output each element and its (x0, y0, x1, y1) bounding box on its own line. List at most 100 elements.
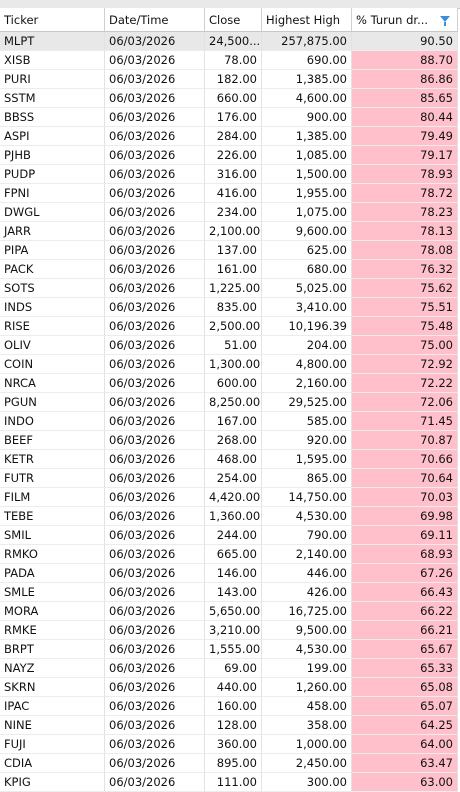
table-row[interactable]: PUDP 06/03/2026 316.00 1,500.00 78.93 (0, 165, 458, 184)
table-cell: 895.00 (205, 754, 262, 773)
header-row: Ticker Date/Time Close Highest High % Turun … (0, 8, 458, 32)
table-row[interactable]: PADA 06/03/2026 146.00 446.00 67.26 (0, 564, 458, 583)
table-cell: 06/03/2026 (105, 70, 205, 89)
table-cell: 1,360.00 (205, 507, 262, 526)
table-row[interactable]: INDO 06/03/2026 167.00 585.00 71.45 (0, 412, 458, 431)
table-row[interactable]: RMKO 06/03/2026 665.00 2,140.00 68.93 (0, 545, 458, 564)
table-row[interactable]: RISE 06/03/2026 2,500.00 10,196.39 75.48 (0, 317, 458, 336)
table-cell: 06/03/2026 (105, 735, 205, 754)
table-row[interactable]: BBSS 06/03/2026 176.00 900.00 80.44 (0, 108, 458, 127)
table-row[interactable]: INDS 06/03/2026 835.00 3,410.00 75.51 (0, 298, 458, 317)
table-cell: 440.00 (205, 678, 262, 697)
table-cell: 1,300.00 (205, 355, 262, 374)
table-row[interactable]: DWGL 06/03/2026 234.00 1,075.00 78.23 (0, 203, 458, 222)
table-row[interactable]: FILM 06/03/2026 4,420.00 14,750.00 70.03 (0, 488, 458, 507)
table-row[interactable]: RMKE 06/03/2026 3,210.00 9,500.00 66.21 (0, 621, 458, 640)
table-row[interactable]: PURI 06/03/2026 182.00 1,385.00 86.86 (0, 70, 458, 89)
table-cell: 625.00 (262, 241, 352, 260)
table-cell: 160.00 (205, 697, 262, 716)
data-grid: Ticker Date/Time Close Highest High % Turun … (0, 8, 460, 792)
column-header[interactable]: Highest High (262, 8, 352, 32)
table-cell: 64.25 (352, 716, 458, 735)
table-cell: 63.47 (352, 754, 458, 773)
table-row[interactable]: PJHB 06/03/2026 226.00 1,085.00 79.17 (0, 146, 458, 165)
table-cell: 65.67 (352, 640, 458, 659)
column-header[interactable]: Date/Time (105, 8, 205, 32)
table-cell: 78.23 (352, 203, 458, 222)
table-cell: 06/03/2026 (105, 89, 205, 108)
table-cell: 1,225.00 (205, 279, 262, 298)
table-row[interactable]: IPAC 06/03/2026 160.00 458.00 65.07 (0, 697, 458, 716)
table-cell: FPNI (0, 184, 105, 203)
table-cell: 06/03/2026 (105, 469, 205, 488)
table-cell: 06/03/2026 (105, 374, 205, 393)
table-row[interactable]: XISB 06/03/2026 78.00 690.00 88.70 (0, 51, 458, 70)
table-cell: 268.00 (205, 431, 262, 450)
column-header[interactable]: % Turun dr... (352, 8, 458, 32)
table-cell: 06/03/2026 (105, 621, 205, 640)
table-row[interactable]: MLPT 06/03/2026 24,500.... 257,875.00 90.50 (0, 32, 458, 51)
table-row[interactable]: KETR 06/03/2026 468.00 1,595.00 70.66 (0, 450, 458, 469)
table-row[interactable]: PIPA 06/03/2026 137.00 625.00 78.08 (0, 241, 458, 260)
table-cell: TEBE (0, 507, 105, 526)
table-cell: 72.22 (352, 374, 458, 393)
table-cell: PURI (0, 70, 105, 89)
table-cell: 06/03/2026 (105, 659, 205, 678)
table-row[interactable]: SMLE 06/03/2026 143.00 426.00 66.43 (0, 583, 458, 602)
table-cell: 128.00 (205, 716, 262, 735)
table-cell: 900.00 (262, 108, 352, 127)
column-header[interactable]: Close (205, 8, 262, 32)
table-cell: 10,196.39 (262, 317, 352, 336)
table-cell: 3,410.00 (262, 298, 352, 317)
table-row[interactable]: TEBE 06/03/2026 1,360.00 4,530.00 69.98 (0, 507, 458, 526)
table-row[interactable]: SKRN 06/03/2026 440.00 1,260.00 65.08 (0, 678, 458, 697)
table-cell: 5,025.00 (262, 279, 352, 298)
table-row[interactable]: ASPI 06/03/2026 284.00 1,385.00 79.49 (0, 127, 458, 146)
table-row[interactable]: BEEF 06/03/2026 268.00 920.00 70.87 (0, 431, 458, 450)
table-cell: 06/03/2026 (105, 564, 205, 583)
table-cell: 4,800.00 (262, 355, 352, 374)
table-cell: 111.00 (205, 773, 262, 792)
table-cell: 446.00 (262, 564, 352, 583)
table-row[interactable]: KPIG 06/03/2026 111.00 300.00 63.00 (0, 773, 458, 792)
table-cell: 70.66 (352, 450, 458, 469)
table-cell: FUTR (0, 469, 105, 488)
table-row[interactable]: MORA 06/03/2026 5,650.00 16,725.00 66.22 (0, 602, 458, 621)
table-cell: 69.98 (352, 507, 458, 526)
table-row[interactable]: FUJI 06/03/2026 360.00 1,000.00 64.00 (0, 735, 458, 754)
table-row[interactable]: BRPT 06/03/2026 1,555.00 4,530.00 65.67 (0, 640, 458, 659)
table-cell: 284.00 (205, 127, 262, 146)
table-cell: 79.17 (352, 146, 458, 165)
table-row[interactable]: OLIV 06/03/2026 51.00 204.00 75.00 (0, 336, 458, 355)
table-cell: KETR (0, 450, 105, 469)
column-header[interactable]: Ticker (0, 8, 105, 32)
table-row[interactable]: NINE 06/03/2026 128.00 358.00 64.25 (0, 716, 458, 735)
table-row[interactable]: CDIA 06/03/2026 895.00 2,450.00 63.47 (0, 754, 458, 773)
table-cell: 70.64 (352, 469, 458, 488)
sort-icon[interactable] (438, 13, 452, 27)
table-cell: 78.00 (205, 51, 262, 70)
table-cell: 1,555.00 (205, 640, 262, 659)
table-row[interactable]: NRCA 06/03/2026 600.00 2,160.00 72.22 (0, 374, 458, 393)
table-cell: 66.43 (352, 583, 458, 602)
header-text: Highest High (266, 13, 341, 27)
header-text: Close (209, 13, 241, 27)
table-row[interactable]: JARR 06/03/2026 2,100.00 9,600.00 78.13 (0, 222, 458, 241)
table-row[interactable]: FPNI 06/03/2026 416.00 1,955.00 78.72 (0, 184, 458, 203)
table-row[interactable]: FUTR 06/03/2026 254.00 865.00 70.64 (0, 469, 458, 488)
table-row[interactable]: SOTS 06/03/2026 1,225.00 5,025.00 75.62 (0, 279, 458, 298)
table-row[interactable]: PGUN 06/03/2026 8,250.00 29,525.00 72.06 (0, 393, 458, 412)
table-row[interactable]: SSTM 06/03/2026 660.00 4,600.00 85.65 (0, 89, 458, 108)
table-cell: 835.00 (205, 298, 262, 317)
table-cell: 1,260.00 (262, 678, 352, 697)
table-cell: 9,500.00 (262, 621, 352, 640)
table-cell: 9,600.00 (262, 222, 352, 241)
table-cell: 5,650.00 (205, 602, 262, 621)
table-row[interactable]: PACK 06/03/2026 161.00 680.00 76.32 (0, 260, 458, 279)
table-cell: BBSS (0, 108, 105, 127)
table-cell: 72.06 (352, 393, 458, 412)
table-cell: 06/03/2026 (105, 412, 205, 431)
table-row[interactable]: NAYZ 06/03/2026 69.00 199.00 65.33 (0, 659, 458, 678)
table-row[interactable]: COIN 06/03/2026 1,300.00 4,800.00 72.92 (0, 355, 458, 374)
table-row[interactable]: SMIL 06/03/2026 244.00 790.00 69.11 (0, 526, 458, 545)
